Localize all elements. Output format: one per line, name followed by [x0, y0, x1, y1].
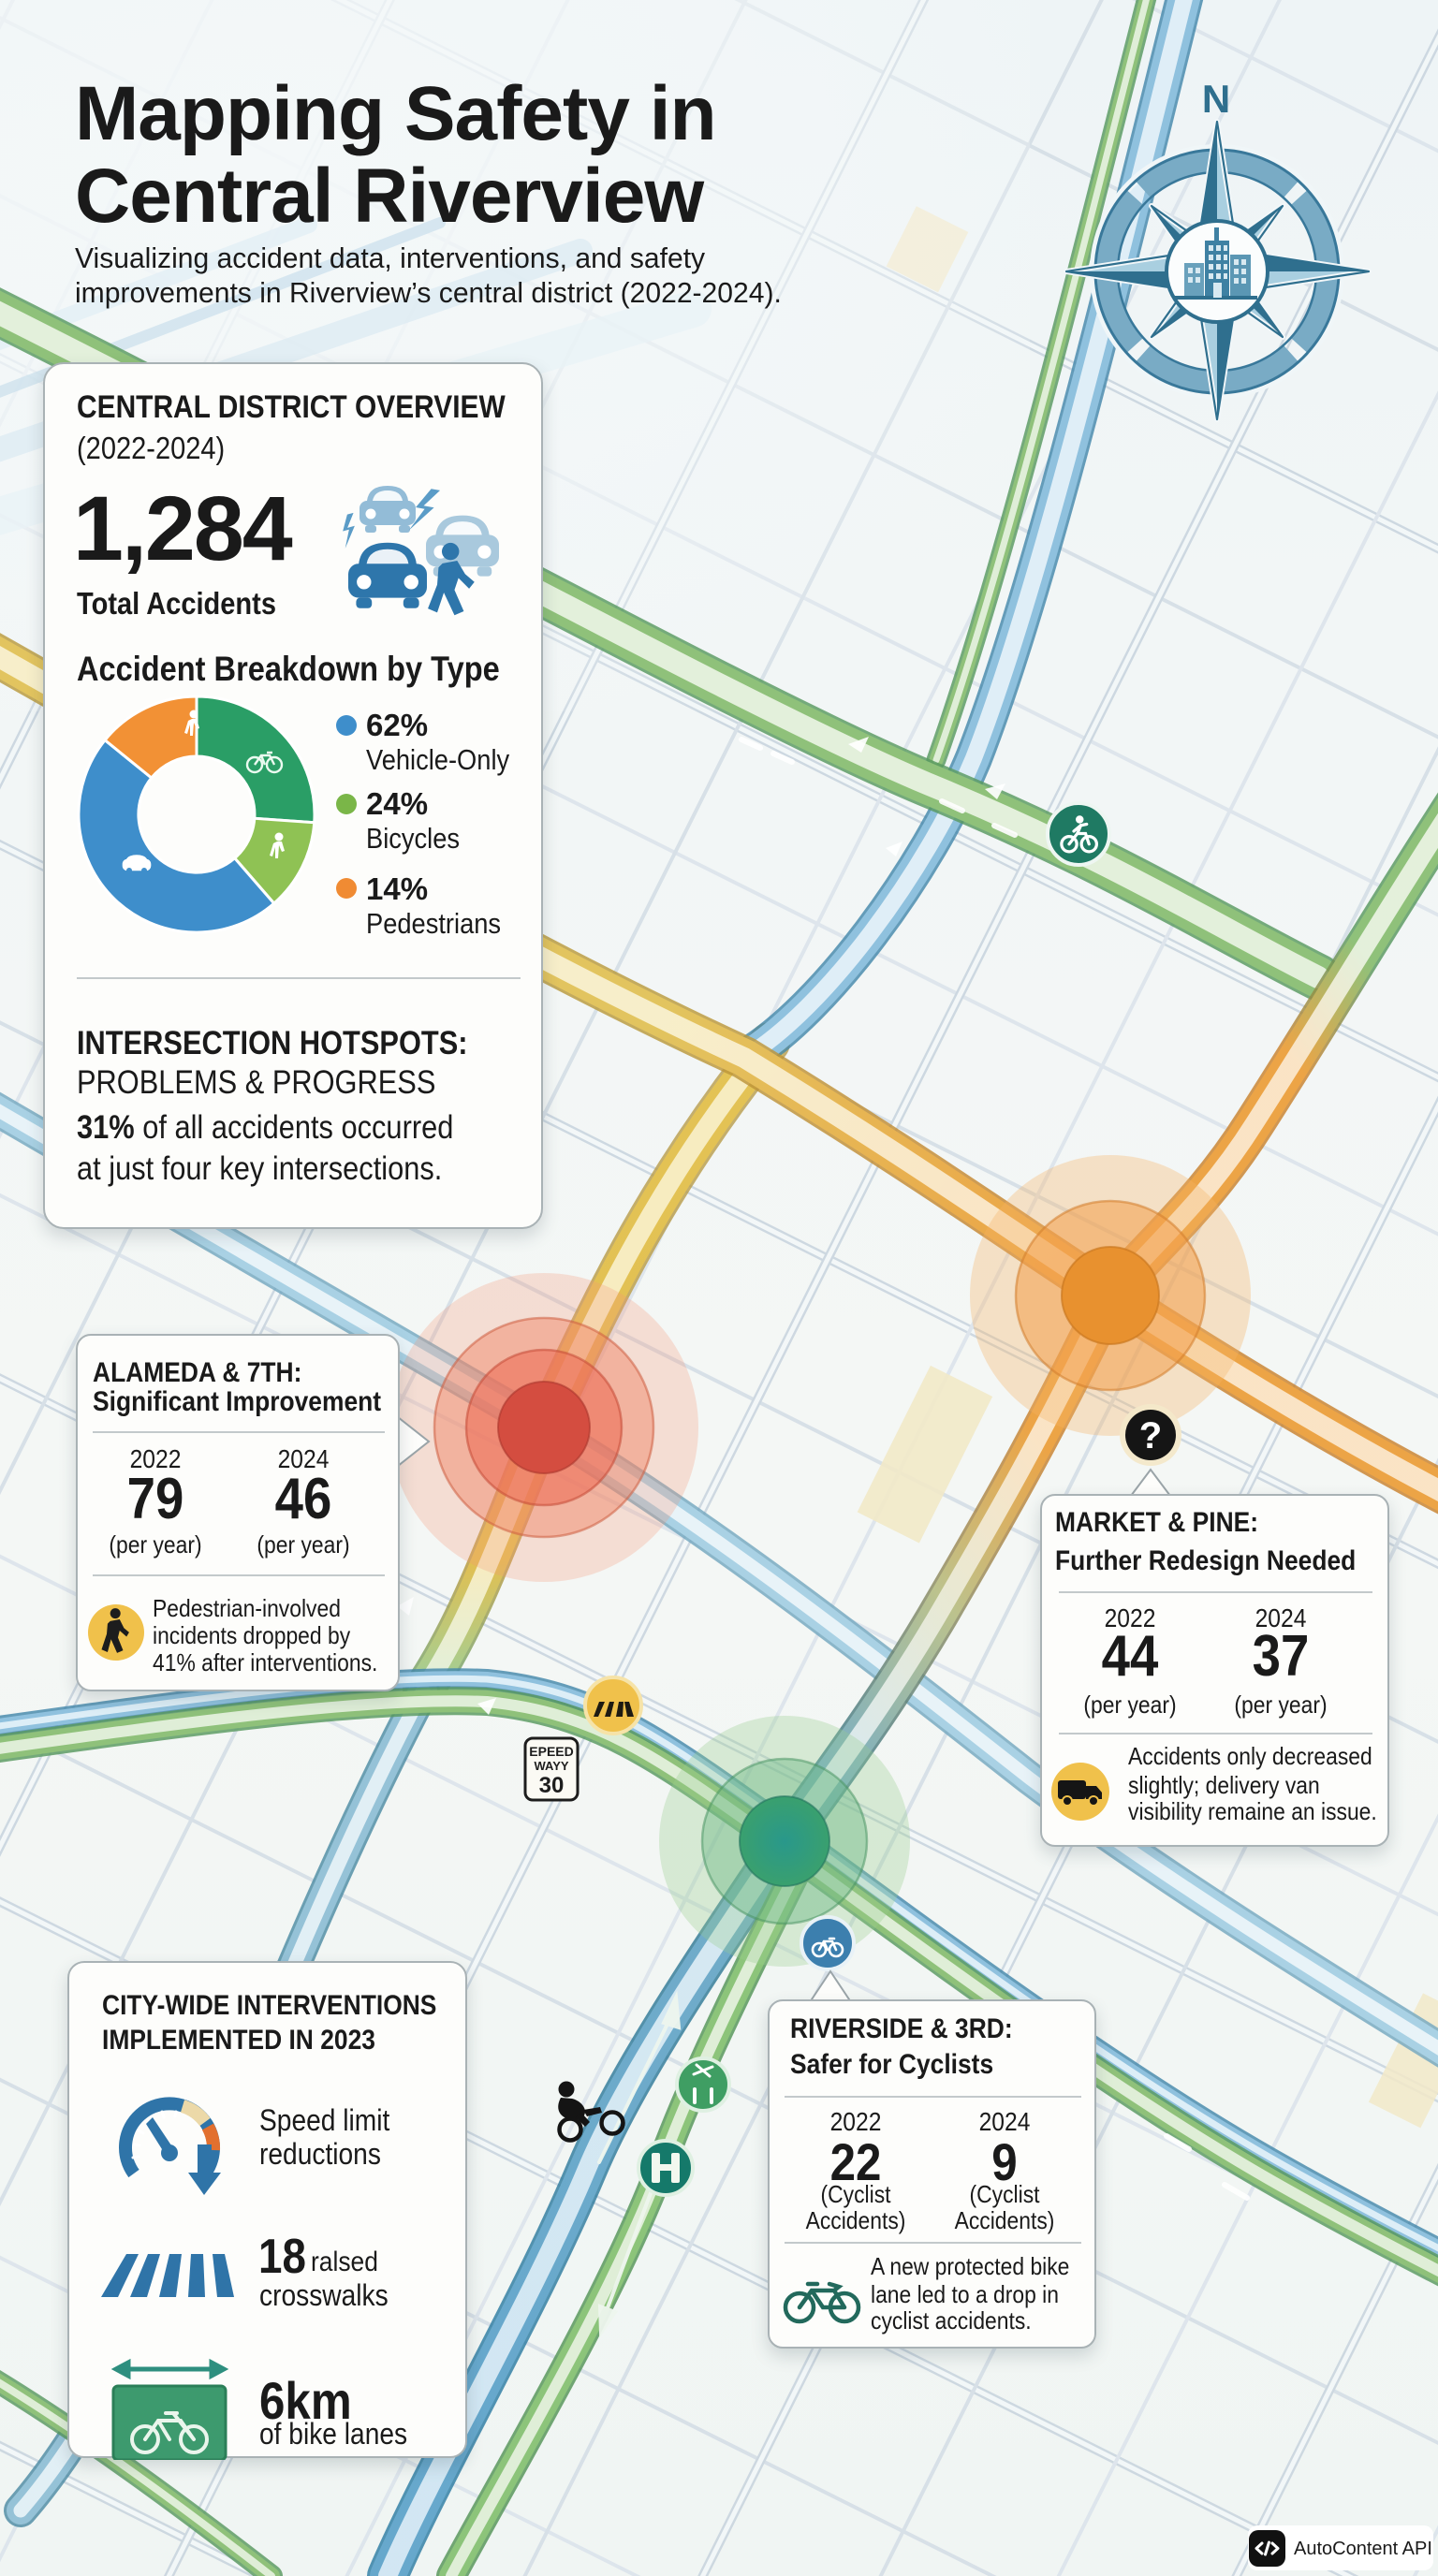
svg-text:WAYY: WAYY	[534, 1759, 568, 1773]
svg-text:?: ?	[1139, 1415, 1162, 1456]
svg-text:30: 30	[539, 1773, 565, 1798]
svg-text:EPEED: EPEED	[529, 1744, 573, 1759]
svg-text:N: N	[1202, 77, 1230, 121]
